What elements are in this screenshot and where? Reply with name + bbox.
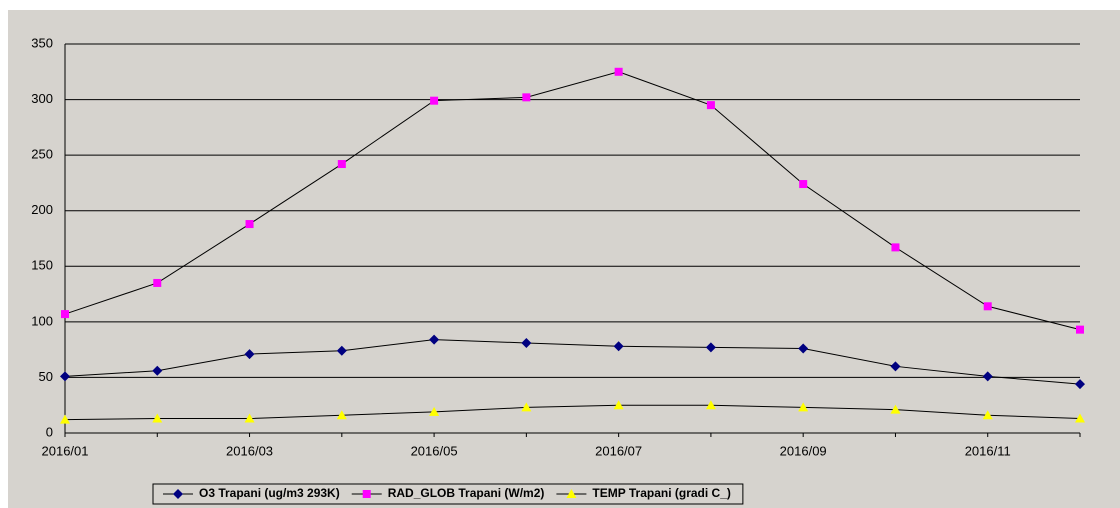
chart-background [8, 10, 1120, 508]
marker [337, 160, 346, 169]
marker [982, 371, 993, 382]
marker [362, 490, 371, 498]
marker [60, 414, 70, 424]
marker [890, 361, 901, 372]
y-tick-label: 100 [31, 313, 53, 328]
series-line [64, 71, 1081, 331]
marker [890, 404, 901, 414]
legend-label: TEMP Trapani (gradi C_) [592, 486, 730, 500]
marker [982, 410, 993, 420]
marker [153, 278, 162, 287]
marker [152, 365, 163, 376]
y-tick-label: 300 [31, 91, 53, 106]
x-tick-label: 2016/05 [411, 443, 458, 458]
marker [521, 337, 532, 348]
marker [429, 406, 440, 416]
marker [983, 302, 992, 311]
y-tick-label: 200 [31, 202, 53, 217]
marker [430, 96, 439, 105]
legend-label: O3 Trapani (ug/m3 293K) [199, 486, 340, 500]
marker [521, 402, 532, 412]
marker [706, 101, 715, 110]
marker [336, 410, 347, 420]
marker [60, 371, 70, 382]
marker [245, 220, 254, 229]
series-line [64, 339, 1081, 385]
marker [336, 345, 347, 356]
marker [566, 489, 577, 498]
marker [613, 341, 624, 352]
x-tick-label: 2016/03 [226, 443, 273, 458]
marker [798, 343, 809, 354]
marker [61, 310, 69, 319]
y-tick-label: 150 [31, 258, 53, 273]
y-tick-label: 50 [39, 369, 53, 384]
marker [1076, 325, 1084, 334]
x-tick-label: 2016/01 [42, 443, 89, 458]
y-tick-label: 0 [46, 424, 53, 439]
x-tick-label: 2016/09 [780, 443, 827, 458]
marker [614, 67, 623, 76]
series-line [64, 404, 1081, 421]
marker [152, 413, 163, 423]
legend: O3 Trapani (ug/m3 293K) RAD_GLOB Trapani … [152, 483, 744, 505]
x-tick-label: 2016/07 [595, 443, 642, 458]
y-tick-label: 350 [31, 35, 53, 50]
marker [1075, 413, 1085, 423]
marker [429, 334, 440, 345]
y-tick-label: 250 [31, 147, 53, 162]
marker [1075, 379, 1085, 390]
x-tick-label: 2016/11 [965, 443, 1011, 458]
marker [705, 400, 716, 410]
marker [244, 349, 255, 360]
marker [173, 489, 183, 499]
marker [891, 243, 900, 252]
marker [613, 400, 624, 410]
legend-box [152, 483, 744, 505]
marker [705, 342, 716, 353]
legend-label: RAD_GLOB Trapani (W/m2) [388, 486, 545, 500]
marker [522, 93, 531, 102]
marker [798, 402, 809, 412]
marker [799, 180, 808, 189]
marker [244, 413, 255, 423]
